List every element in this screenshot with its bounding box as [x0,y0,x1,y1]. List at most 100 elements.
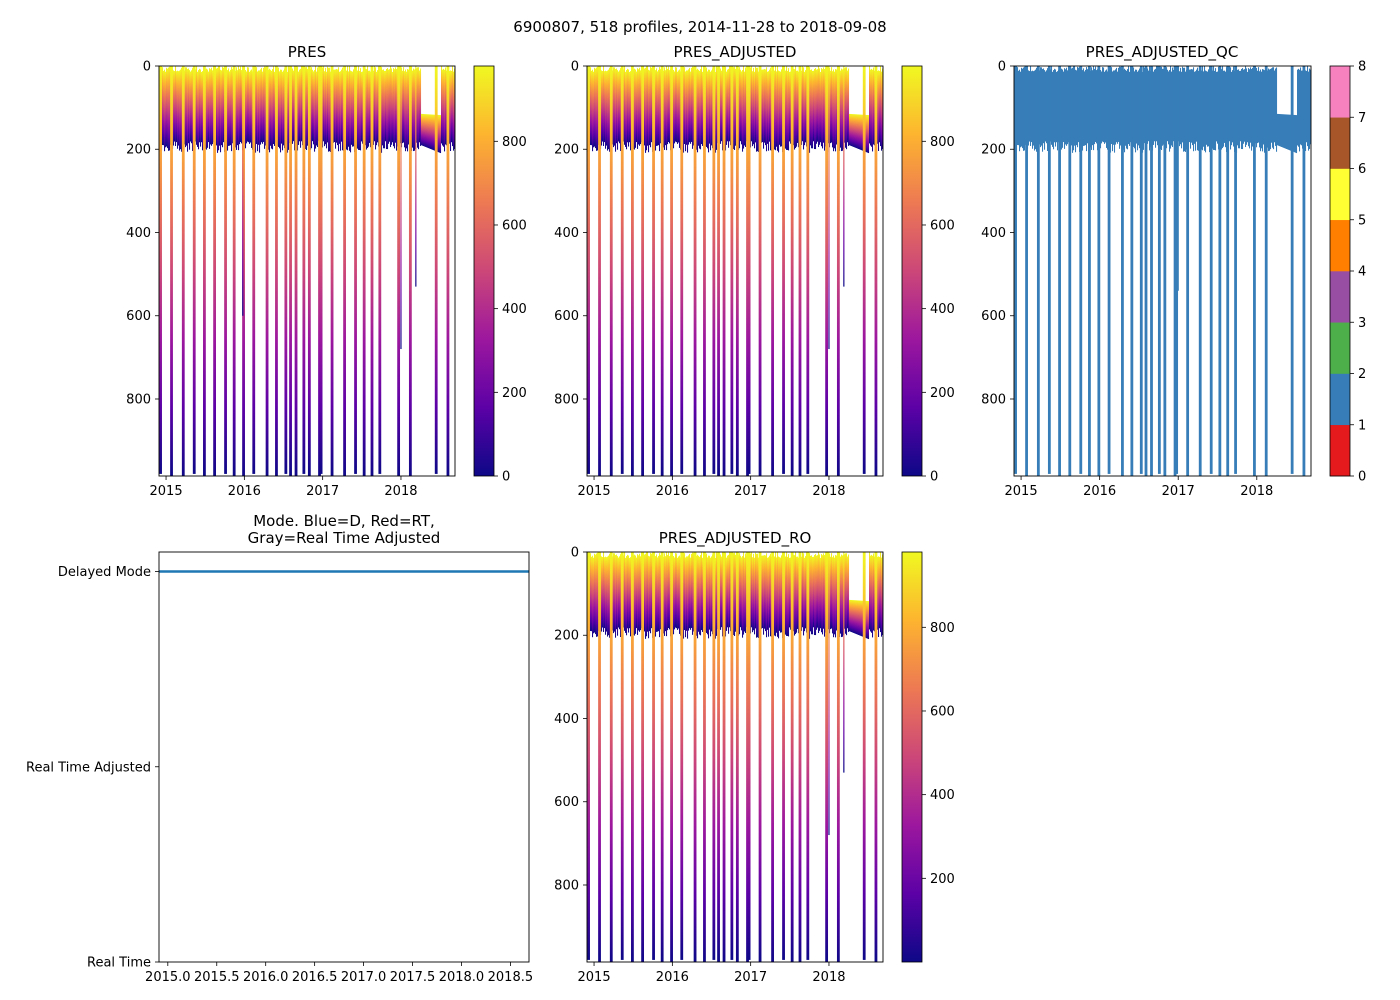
pres-shallow-profile [202,71,204,151]
pres-colorbar-tick-label: 400 [502,302,527,317]
mode-xtick-label: 2016.0 [243,970,289,985]
pres_adjusted-shallow-profile [841,68,843,152]
pres_adjusted_ro-shallow-profile [709,555,711,630]
pres-deep-profile [252,66,256,474]
pres_adjusted-shallow-profile [880,66,882,147]
pres_adjusted_ro-shallow-profile [725,552,727,637]
pres_adjusted-shallow-profile [648,69,650,153]
pres-shallow-profile [350,70,352,153]
pres_adjusted_qc-ytick-label: 400 [981,226,1006,241]
pres_adjusted_qc-ytick-label: 200 [981,143,1006,158]
pres_adjusted_ro-colorbar-tick-label: 800 [930,621,955,636]
pres_adjusted_qc-shallow-profile [1301,70,1303,146]
pres_adjusted-shallow-profile [644,68,646,146]
pres_adjusted-shallow-profile [715,71,717,153]
pres-shallow-profile [294,66,296,151]
pres-shallow-profile [420,68,422,146]
pres-shallow-profile [422,113,424,146]
pres_adjusted_ro-shallow-profile [683,552,685,639]
pres-shallow-profile [402,70,404,144]
pres-shallow-profile [423,114,425,147]
pres_adjusted_ro-shallow-profile [667,554,669,631]
pres_adjusted-shallow-profile [874,70,876,146]
pres_adjusted-shallow-profile [861,114,863,151]
pres_adjusted_ro-shallow-profile [777,552,779,637]
pres_adjusted-axes-frame [586,65,884,477]
pres_adjusted_qc-shallow-profile [1119,66,1121,149]
pres_adjusted_ro-shallow-profile [722,552,724,637]
pres_adjusted_qc-shallow-profile [1284,114,1286,149]
pres_adjusted-shallow-profile [592,69,594,152]
pres_adjusted_ro-shallow-profile [638,555,640,631]
pres_adjusted_qc-shallow-profile [1307,66,1309,147]
pres-deep-profile [378,66,382,474]
pres_adjusted-shallow-profile [636,71,638,143]
pres_adjusted_ro-shallow-profile [688,555,690,631]
pres_adjusted_qc-shallow-profile [1111,67,1113,145]
pres_adjusted_ro-shallow-profile [788,554,790,637]
pres_adjusted_ro-shallow-profile [594,553,596,633]
pres-shallow-profile [255,66,257,153]
pres_adjusted_ro-shallow-profile [651,553,653,629]
pres_adjusted_ro-shallow-profile [754,557,756,635]
pres-adjusted-colorbar: 0 200 400 600 800 [901,65,955,485]
pres_adjusted-deep-profile [771,66,774,476]
pres_adjusted_qc-shallow-profile [1306,70,1308,143]
pres_adjusted_ro-shallow-profile [878,556,880,638]
pres_adjusted_ro-shallow-profile [869,552,871,630]
pres_adjusted_qc-deep-profile [1234,66,1237,474]
pres_adjusted_ro-shallow-profile [740,555,742,628]
pres_adjusted_ro-deep-profile [806,552,810,960]
pres-shallow-profile [313,71,315,145]
pres_adjusted_ro-shallow-profile [798,557,800,634]
pres_adjusted_ro-deep-profile [693,552,697,962]
pres_adjusted_qc-shallow-profile [1103,67,1105,143]
pres-shallow-profile [262,71,264,144]
pres_adjusted_qc-shallow-profile [1202,66,1204,151]
mode-xtick-label: 2016.5 [292,970,338,985]
pres_adjusted_ro-shallow-profile [614,553,616,632]
pres_adjusted_qc-shallow-profile [1223,70,1225,147]
pres_adjusted-shallow-profile [832,71,834,148]
pres-shallow-profile [179,70,181,151]
pres-shallow-profile [392,71,394,143]
pres-shallow-profile [307,68,309,146]
pres_adjusted-shallow-profile [595,68,597,149]
pres_adjusted_qc-shallow-profile [1189,69,1191,143]
pres_adjusted_ro-shallow-profile [604,557,606,629]
pres_adjusted_ro-shallow-profile [686,556,688,631]
pres_adjusted_qc-xtick-label: 2016 [1083,484,1116,499]
pres-shallow-profile [217,67,219,153]
pres_adjusted_ro-shallow-profile [789,557,791,628]
pres_adjusted_qc-xtick-label: 2017 [1162,484,1195,499]
pres_adjusted-shallow-profile [638,69,640,145]
pres_adjusted_qc-colorbar-tick-label: 6 [1358,162,1366,177]
pres_adjusted_ro-shallow-profile [849,599,851,632]
pres_adjusted_ro-shallow-profile [823,553,825,629]
pres-panel: PRES 2015 2016 2017 2018 0 200 400 600 800 0 200 4… [126,43,527,499]
pres_adjusted-shallow-profile [870,69,872,146]
pres_adjusted_ro-shallow-profile [700,555,702,636]
pres_adjusted_qc-deep-profile [1088,66,1091,476]
pres_adjusted_qc-shallow-profile [1078,67,1080,143]
pres_adjusted_qc-shallow-profile [1065,69,1067,145]
pres_adjusted_ro-ytick-label: 800 [554,878,579,893]
pres-shallow-profile [238,66,240,151]
pres_adjusted_qc-shallow-profile [1124,68,1126,153]
pres_adjusted_qc-shallow-profile [1250,67,1252,143]
pres-deep-profile [181,66,185,476]
pres-adjusted-ro-plot-area: 2015 2016 2017 2018 0 200 400 600 800 [554,546,884,985]
mode-panel: Mode. Blue=D, Red=RT, Gray=Real Time Adj… [26,512,533,985]
pres_adjusted_qc-shallow-profile [1084,71,1086,146]
pres_adjusted_ro-shallow-profile [856,600,858,635]
pres_adjusted_ro-shallow-profile [850,599,852,632]
pres-shallow-profile [306,66,308,151]
pres_adjusted_qc-shallow-profile [1258,67,1260,143]
pres_adjusted_ro-shallow-profile [853,600,855,633]
pres-shallow-profile [258,70,260,145]
pres-colorbar-tick-label: 600 [502,218,527,233]
pres_adjusted_ro-shallow-profile [794,555,796,636]
pres-shallow-profile [433,114,435,151]
pres-shallow-profile [374,66,376,142]
pres-shallow-profile [257,71,259,152]
